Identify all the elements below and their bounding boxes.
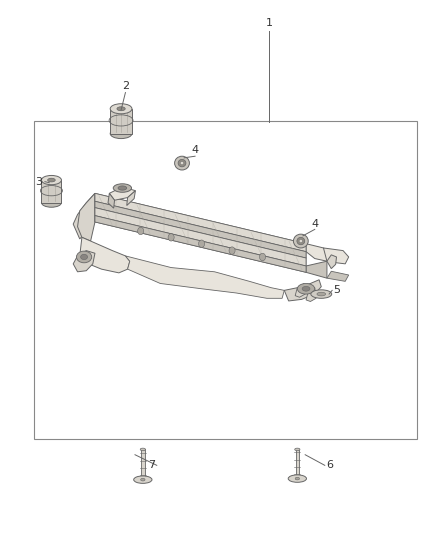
Polygon shape	[95, 193, 306, 252]
Text: 7: 7	[148, 461, 155, 470]
Polygon shape	[306, 261, 327, 278]
Ellipse shape	[295, 477, 300, 480]
Text: 2: 2	[122, 81, 129, 91]
Ellipse shape	[110, 104, 132, 114]
Ellipse shape	[42, 198, 61, 207]
Circle shape	[168, 233, 174, 241]
Ellipse shape	[180, 161, 184, 165]
Polygon shape	[284, 280, 321, 301]
Ellipse shape	[299, 239, 303, 243]
Ellipse shape	[293, 234, 308, 248]
Polygon shape	[108, 193, 115, 208]
Text: 5: 5	[333, 285, 340, 295]
Ellipse shape	[81, 254, 88, 260]
Polygon shape	[95, 201, 306, 258]
Polygon shape	[95, 208, 306, 266]
Polygon shape	[73, 193, 95, 239]
Text: 4: 4	[191, 145, 198, 155]
Ellipse shape	[288, 475, 307, 482]
Polygon shape	[95, 193, 306, 272]
Polygon shape	[327, 271, 349, 281]
Ellipse shape	[113, 184, 131, 192]
Polygon shape	[323, 248, 349, 264]
Polygon shape	[110, 187, 135, 200]
Text: 4: 4	[311, 219, 318, 229]
Ellipse shape	[297, 284, 315, 294]
Ellipse shape	[317, 292, 325, 296]
Bar	[296, 449, 299, 478]
Polygon shape	[306, 244, 331, 261]
Text: 1: 1	[265, 18, 272, 28]
Polygon shape	[73, 251, 95, 272]
Text: 6: 6	[326, 461, 333, 470]
Circle shape	[259, 253, 265, 261]
Ellipse shape	[117, 107, 125, 111]
Ellipse shape	[295, 448, 300, 451]
Ellipse shape	[297, 237, 305, 245]
Circle shape	[198, 240, 205, 247]
Polygon shape	[95, 216, 306, 272]
Ellipse shape	[140, 448, 145, 451]
Polygon shape	[42, 180, 61, 203]
Polygon shape	[125, 256, 284, 298]
Polygon shape	[95, 201, 306, 258]
Ellipse shape	[141, 478, 145, 481]
Polygon shape	[327, 255, 336, 269]
Polygon shape	[127, 191, 135, 206]
Polygon shape	[295, 284, 305, 297]
Polygon shape	[306, 288, 316, 302]
Polygon shape	[95, 193, 306, 252]
Polygon shape	[95, 216, 306, 272]
Polygon shape	[78, 193, 95, 241]
Ellipse shape	[134, 476, 152, 483]
Ellipse shape	[48, 178, 55, 182]
Ellipse shape	[311, 290, 332, 298]
Bar	[141, 449, 145, 479]
Bar	[34, 120, 417, 439]
Ellipse shape	[302, 286, 310, 291]
Ellipse shape	[178, 159, 186, 167]
Polygon shape	[80, 237, 130, 273]
Ellipse shape	[110, 128, 132, 139]
Polygon shape	[95, 208, 306, 266]
Text: 3: 3	[35, 176, 42, 187]
Polygon shape	[110, 109, 132, 134]
Circle shape	[229, 247, 235, 254]
Ellipse shape	[42, 175, 61, 185]
Ellipse shape	[175, 156, 189, 170]
Circle shape	[138, 227, 144, 235]
Ellipse shape	[118, 186, 127, 190]
Ellipse shape	[77, 251, 92, 263]
